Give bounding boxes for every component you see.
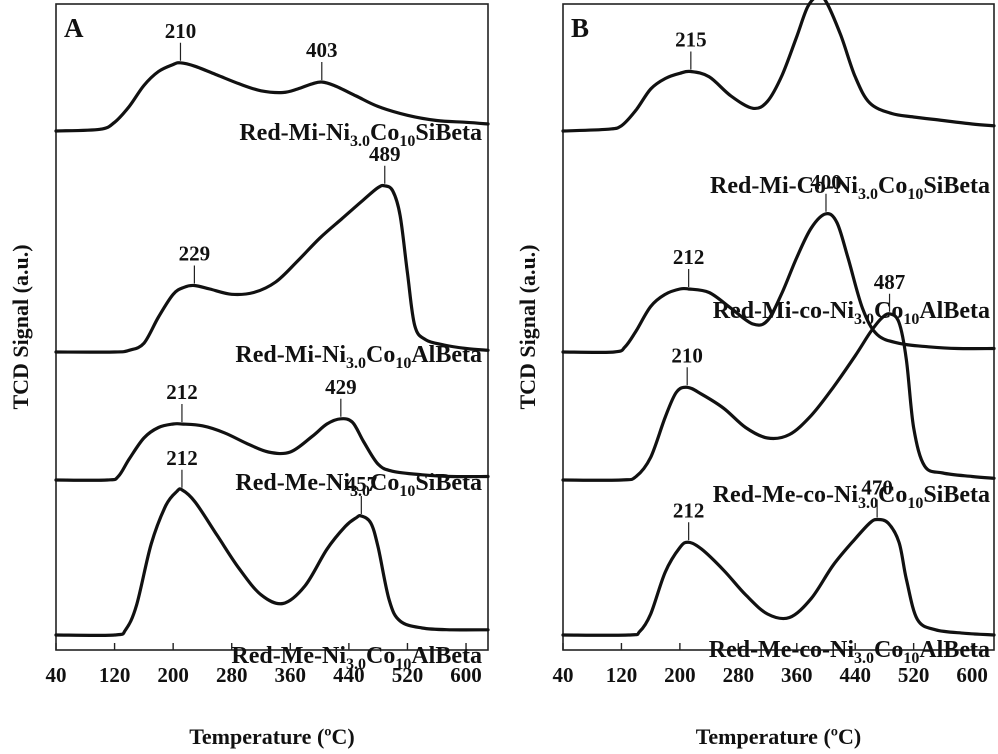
x-tick-label: 360 — [781, 663, 813, 687]
x-axis-title: Temperature (ºC) — [189, 724, 355, 749]
x-tick-label: 520 — [392, 663, 424, 687]
y-axis-title: TCD Signal (a.u.) — [8, 244, 33, 409]
x-tick-label: 120 — [606, 663, 638, 687]
peak-label: 229 — [179, 242, 211, 266]
x-tick-label: 280 — [216, 663, 248, 687]
peak-label: 215 — [675, 28, 707, 52]
series-label: Red-Me-Ni3.0Co10SiBeta — [235, 470, 482, 500]
peak-label: 210 — [671, 343, 703, 367]
plot-frame — [55, 3, 489, 651]
x-tick-label: 440 — [333, 663, 365, 687]
peak-label: 210 — [165, 19, 197, 43]
x-tick-label: 120 — [99, 663, 131, 687]
peak-label: 212 — [673, 498, 705, 522]
series-line — [54, 417, 490, 482]
series-line — [561, 0, 996, 133]
series-label: Red-Mi-co-Ni3.0Co10AlBeta — [713, 298, 990, 328]
series-label: Red-Mi-Ni3.0Co10SiBeta — [239, 120, 482, 150]
x-tick-label: 280 — [723, 663, 755, 687]
peak-label: 400 — [810, 170, 842, 194]
x-tick-label: 520 — [898, 663, 930, 687]
peak-label: 470 — [861, 476, 893, 500]
x-tick-label: 600 — [956, 663, 988, 687]
y-axis-title: TCD Signal (a.u.) — [515, 244, 540, 409]
peak-label: 487 — [874, 270, 906, 294]
x-tick-label: 360 — [275, 663, 307, 687]
panel-B: B 40 120 200 280 360 440 520 600 Temperature (ºC)… — [515, 0, 996, 749]
x-tick-label: 200 — [664, 663, 696, 687]
peak-label: 489 — [369, 142, 401, 166]
series-label: Red-Me-co-Ni3.0Co10SiBeta — [713, 482, 990, 512]
series-line — [561, 212, 996, 354]
x-tick-label: 40 — [553, 663, 574, 687]
panel-label: B — [571, 13, 589, 43]
series-line — [54, 183, 490, 354]
x-tick-label: 440 — [839, 663, 871, 687]
series-label: Red-Me-Ni3.0Co10AlBeta — [231, 643, 482, 673]
peak-label: 457 — [346, 472, 378, 496]
x-tick-label: 200 — [157, 663, 189, 687]
series-line — [561, 517, 996, 637]
panel-A: A 40 120 200 280 360 440 520 600 Temperature (ºC)… — [8, 3, 490, 749]
panel-label: A — [64, 13, 84, 43]
series-label: Red-Mi-Ni3.0Co10AlBeta — [235, 342, 482, 372]
x-tick-label: 600 — [450, 663, 482, 687]
series-label: Red-Mi-Co-Ni3.0Co10SiBeta — [710, 173, 990, 203]
peak-label: 212 — [166, 446, 198, 470]
plot-frame — [562, 3, 995, 651]
series-line — [561, 312, 996, 482]
series-line — [54, 61, 490, 133]
peak-label: 403 — [306, 38, 338, 62]
series-label: Red-Me-co-Ni3.0Co10AlBeta — [709, 637, 990, 667]
peak-label: 212 — [673, 245, 705, 269]
peak-label: 212 — [166, 380, 198, 404]
peak-label: 429 — [325, 375, 357, 399]
x-axis-title: Temperature (ºC) — [696, 724, 862, 749]
series-line — [54, 487, 490, 637]
x-tick-label: 40 — [46, 663, 67, 687]
